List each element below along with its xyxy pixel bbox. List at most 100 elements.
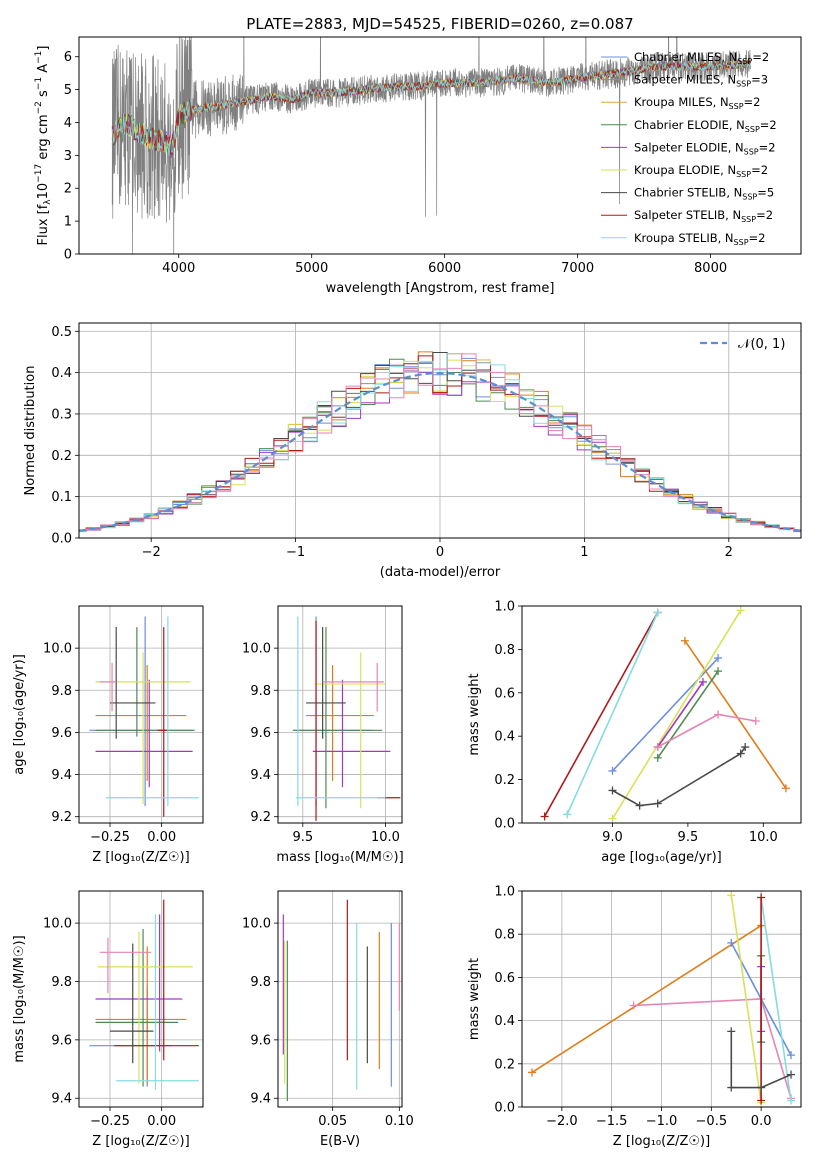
mass-vs-EBV-xlabel: E(B-V)	[320, 1134, 360, 1149]
weight-vs-age-plot	[540, 606, 790, 823]
y-tick-label: 0	[64, 248, 72, 263]
x-tick-label: 0.10	[385, 1114, 414, 1129]
x-tick-label: 4000	[162, 261, 195, 276]
y-tick-label: 0.5	[51, 325, 72, 340]
mass-vs-Z-xlabel: Z [log₁₀(Z/Z☉)]	[92, 1134, 189, 1149]
y-tick-label: 5	[64, 83, 72, 98]
weight-marker	[563, 810, 572, 819]
y-tick-label: 0.8	[494, 643, 515, 658]
age-vs-mass-plot	[292, 616, 401, 821]
x-tick-label: 6000	[428, 261, 461, 276]
weight-marker	[727, 1027, 736, 1036]
age-vs-Z-frame	[78, 605, 204, 824]
y-tick-label: 1	[64, 215, 72, 230]
spectrum-title: PLATE=2883, MJD=54525, FIBERID=0260, z=0…	[246, 15, 633, 33]
normal-legend-label: 𝒩(0, 1)	[738, 337, 785, 352]
legend-label: Salpeter ELODIE, NSSP=2	[634, 140, 776, 156]
mass-vs-Z-plot	[89, 899, 199, 1090]
weight-marker	[714, 710, 723, 719]
y-tick-label: 0.8	[494, 928, 515, 943]
legend-label: Chabrier ELODIE, NSSP=2	[634, 118, 777, 134]
y-tick-label: 0.6	[494, 686, 515, 701]
legend-label: Chabrier MILES, NSSP=2	[634, 50, 769, 66]
y-tick-label: 0.0	[51, 532, 72, 547]
spectrum-axes: 4000 5000 6000 7000 8000 0 1 2 3 4 5 6	[64, 50, 727, 276]
x-tick-label: 0	[436, 545, 444, 560]
age-vs-mass-frame	[277, 605, 403, 824]
y-tick-label: 0.0	[494, 1101, 515, 1116]
weight-marker	[680, 636, 689, 645]
y-tick-label: 9.4	[250, 768, 271, 783]
y-tick-label: 9.6	[51, 1033, 72, 1048]
weight-vs-Z-axes: −2.0 −1.5 −1.0 −0.5 0.0 0.0 0.2 0.4 0.6 0.8 1.0	[494, 885, 801, 1129]
y-tick-label: 0.1	[51, 490, 72, 505]
weight-marker	[787, 1070, 796, 1079]
weight-marker	[727, 891, 736, 900]
y-tick-label: 4	[64, 116, 72, 131]
weight-vs-age-axes: 9.0 9.5 10.0 0.0 0.2 0.4 0.6 0.8 1.0	[494, 600, 777, 846]
spectrum-plot	[111, 37, 751, 254]
mass-vs-Z-axes: −0.25 0.00 9.4 9.6 9.8 10.0	[43, 891, 203, 1129]
weight-marker	[736, 606, 745, 615]
weight-marker	[635, 801, 644, 810]
y-tick-label: 0.2	[494, 1057, 515, 1072]
y-tick-label: 0.0	[494, 817, 515, 832]
weight-vs-Z-xlabel: Z [log₁₀(Z/Z☉)]	[613, 1134, 710, 1149]
weight-marker	[727, 1083, 736, 1092]
y-tick-label: 9.4	[250, 1092, 271, 1107]
y-tick-label: 9.2	[51, 810, 72, 825]
legend-label: Salpeter STELIB, NSSP=2	[634, 208, 773, 224]
weight-marker	[757, 893, 766, 902]
weight-marker	[787, 1096, 796, 1105]
weight-marker	[727, 938, 736, 947]
weight-marker	[540, 812, 549, 821]
legend-label: Chabrier STELIB, NSSP=5	[634, 186, 774, 202]
normal-curve	[79, 371, 801, 532]
x-tick-label: −1	[286, 545, 305, 560]
y-tick-label: 0.4	[494, 730, 515, 745]
x-tick-label: 2	[725, 545, 733, 560]
age-vs-Z-ylabel: age [log₁₀(age/yr)]	[12, 654, 27, 775]
weight-series	[543, 612, 659, 817]
x-tick-label: −2.0	[546, 1114, 578, 1129]
x-tick-label: −2	[142, 545, 161, 560]
x-tick-label: 9.5	[678, 830, 699, 845]
y-tick-label: 9.8	[51, 975, 72, 990]
model-line	[111, 59, 751, 157]
weight-series	[730, 1031, 792, 1089]
y-tick-label: 3	[64, 149, 72, 164]
x-tick-label: 7000	[561, 261, 594, 276]
spectrum-legend: Chabrier MILES, NSSP=2 Salpeter MILES, NS…	[601, 50, 777, 247]
weight-marker	[757, 1083, 766, 1092]
weight-marker	[653, 753, 662, 762]
residual-histogram-ylabel: Normed distribution	[23, 366, 38, 496]
weight-marker	[653, 799, 662, 808]
weight-marker	[741, 743, 750, 752]
age-vs-mass-xlabel: mass [log₁₀(M/M☉)]	[276, 850, 403, 865]
weight-vs-Z-ylabel: mass weight	[467, 958, 482, 1040]
weight-marker	[629, 1001, 638, 1010]
age-vs-Z-xlabel: Z [log₁₀(Z/Z☉)]	[92, 850, 189, 865]
y-tick-label: 2	[64, 182, 72, 197]
age-vs-Z-plot	[89, 616, 199, 817]
weight-marker	[736, 749, 745, 758]
x-tick-label: 0.00	[147, 1114, 176, 1129]
mass-vs-EBV-frame	[277, 890, 403, 1108]
weight-marker	[751, 717, 760, 726]
y-tick-label: 0.3	[51, 407, 72, 422]
spectrum-xlabel: wavelength [Angstrom, rest frame]	[326, 281, 555, 296]
weight-marker	[781, 784, 790, 793]
x-tick-label: −0.25	[90, 1114, 130, 1129]
y-tick-label: 0.2	[494, 773, 515, 788]
y-tick-label: 9.6	[250, 726, 271, 741]
y-tick-label: 9.6	[250, 1033, 271, 1048]
spectrum-ylabel: Flux [fλ10−17 erg cm−2 s−1 A−1]	[34, 46, 53, 246]
residual-histogram-axes: −2 −1 0 1 2 0.0 0.1 0.2 0.3 0.4 0.5	[51, 323, 801, 560]
x-tick-label: 0.05	[318, 1114, 347, 1129]
weight-vs-age-ylabel: mass weight	[467, 673, 482, 755]
weight-marker	[653, 743, 662, 752]
y-tick-label: 9.6	[51, 726, 72, 741]
weight-vs-age-xlabel: age [log₁₀(age/yr)]	[601, 850, 722, 865]
mass-vs-EBV-plot	[282, 899, 400, 1102]
weight-series	[531, 924, 762, 1074]
